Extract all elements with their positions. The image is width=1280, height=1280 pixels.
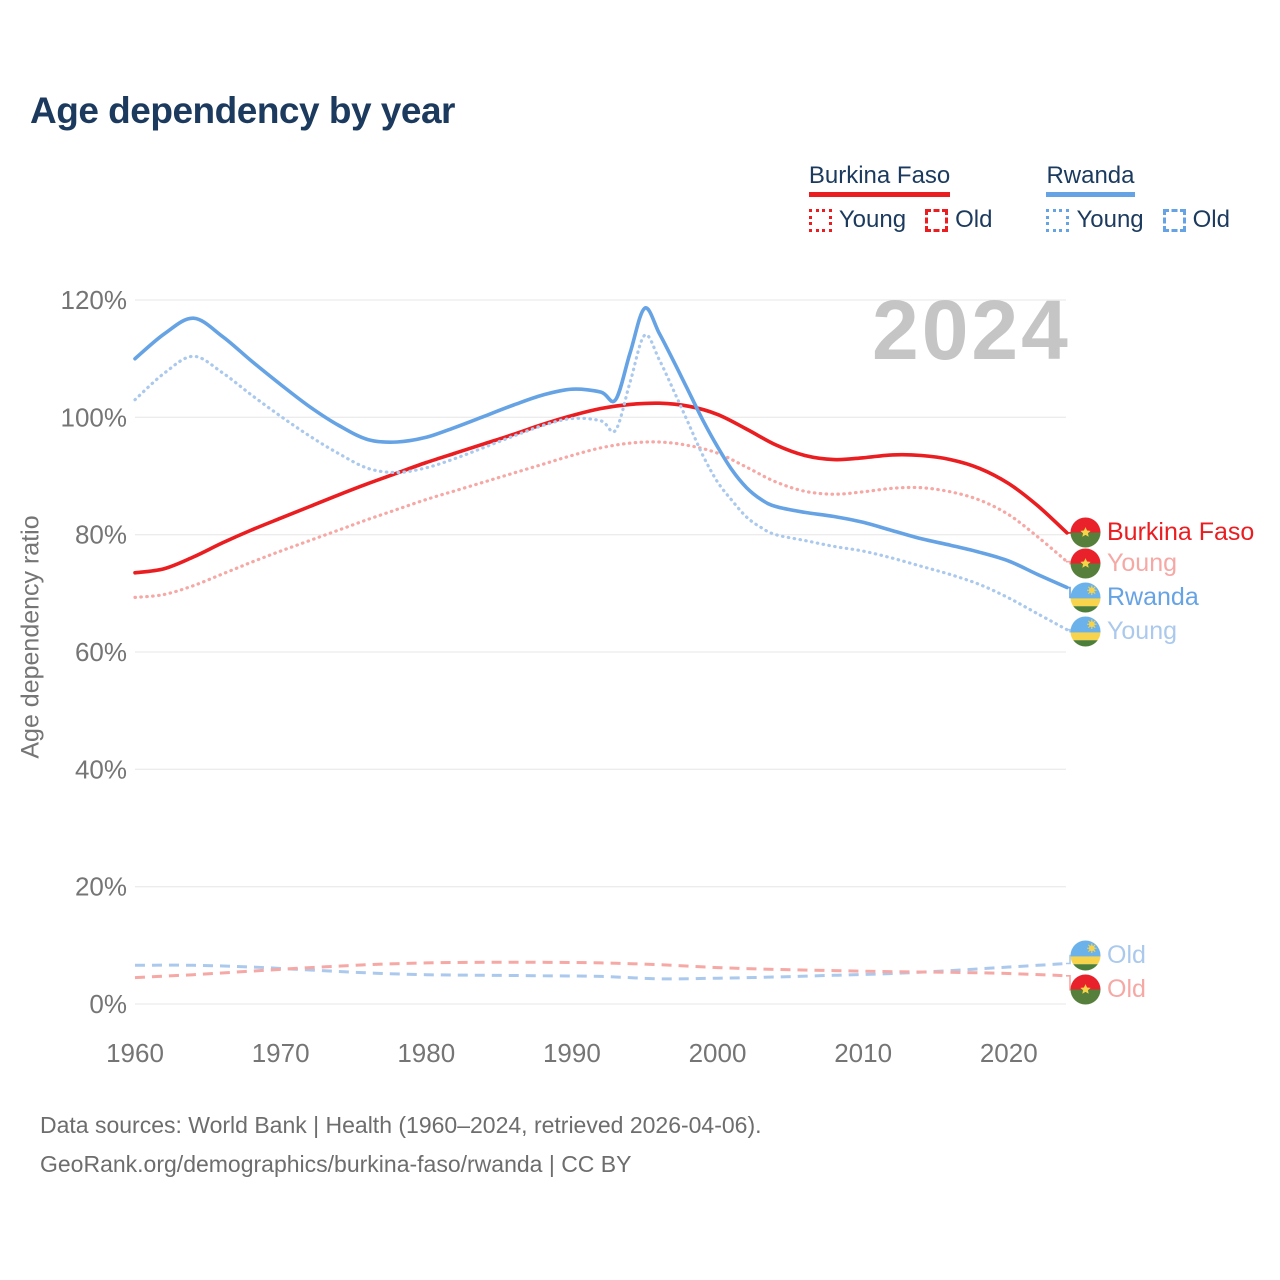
y-tick-label: 80% — [75, 520, 127, 550]
end-label-text-rw_total: Rwanda — [1107, 582, 1199, 611]
end-label-bf_total: Burkina Faso — [1070, 516, 1254, 550]
footer-link: GeoRank.org/demographics/burkina-faso/rw… — [40, 1151, 632, 1177]
legend: Burkina Faso Young Old Rwanda Young Old — [808, 162, 1242, 234]
y-tick-label: 40% — [75, 754, 127, 784]
legend-swatch-burkina-faso-old-icon[interactable] — [925, 208, 949, 232]
series-line-rw_young[interactable] — [133, 333, 1069, 632]
year-watermark: 2024 — [872, 283, 1071, 377]
end-label-rw_old: Old — [1070, 939, 1146, 973]
series-line-bf_young[interactable] — [133, 440, 1069, 599]
y-tick-label: 60% — [75, 637, 127, 667]
end-label-text-rw_old: Old — [1107, 941, 1146, 970]
legend-label-burkina-faso-old[interactable]: Old — [955, 206, 993, 234]
rwanda-flag-icon — [1070, 582, 1101, 613]
legend-label-rwanda-young[interactable]: Young — [1076, 206, 1144, 234]
end-label-bf_old: Old — [1070, 973, 1146, 1007]
end-label-text-bf_old: Old — [1107, 975, 1146, 1004]
x-tick-label: 1990 — [543, 1038, 601, 1068]
x-tick-label: 1960 — [106, 1038, 164, 1068]
legend-country-rwanda[interactable]: Rwanda — [1046, 162, 1135, 198]
legend-label-rwanda-old[interactable]: Old — [1192, 206, 1230, 234]
y-tick-label: 20% — [75, 872, 127, 902]
legend-swatch-burkina-faso-young-icon[interactable] — [808, 208, 832, 232]
end-label-text-rw_young: Young — [1107, 617, 1177, 646]
legend-group-rwanda: Rwanda Young Old — [1046, 162, 1242, 234]
x-tick-label: 2010 — [834, 1038, 892, 1068]
rwanda-flag-icon — [1070, 940, 1101, 971]
legend-items-rwanda: Young Old — [1046, 206, 1242, 234]
legend-group-burkina-faso: Burkina Faso Young Old — [808, 162, 1005, 234]
end-label-text-bf_total: Burkina Faso — [1107, 518, 1255, 547]
burkina-faso-flag-icon — [1070, 974, 1101, 1005]
y-tick-label: 120% — [61, 285, 128, 315]
x-tick-label: 2020 — [980, 1038, 1038, 1068]
series-line-rw_total[interactable] — [133, 306, 1069, 590]
x-tick-label: 1980 — [397, 1038, 455, 1068]
y-tick-label: 0% — [89, 989, 127, 1019]
end-label-bf_young: Young — [1070, 547, 1177, 581]
legend-items-burkina-faso: Young Old — [808, 206, 1005, 234]
legend-swatch-rwanda-young-icon[interactable] — [1046, 208, 1070, 232]
footer-sources: Data sources: World Bank | Health (1960–… — [40, 1112, 762, 1138]
footer: Data sources: World Bank | Health (1960–… — [40, 1106, 762, 1184]
end-label-rw_total: Rwanda — [1070, 580, 1199, 614]
series-line-bf_total[interactable] — [133, 401, 1069, 575]
y-tick-label: 100% — [61, 402, 128, 432]
rwanda-flag-icon — [1070, 616, 1101, 647]
burkina-faso-flag-icon — [1070, 548, 1101, 579]
end-label-rw_young: Young — [1070, 615, 1177, 649]
end-label-text-bf_young: Young — [1107, 549, 1177, 578]
legend-swatch-rwanda-old-icon[interactable] — [1162, 208, 1186, 232]
x-tick-label: 2000 — [689, 1038, 747, 1068]
page-title: Age dependency by year — [30, 90, 455, 131]
legend-label-burkina-faso-young[interactable]: Young — [838, 206, 907, 234]
burkina-faso-flag-icon — [1070, 517, 1101, 548]
series-line-bf_old[interactable] — [134, 960, 1068, 980]
x-tick-label: 1970 — [252, 1038, 310, 1068]
legend-country-burkina-faso[interactable]: Burkina Faso — [808, 162, 951, 198]
